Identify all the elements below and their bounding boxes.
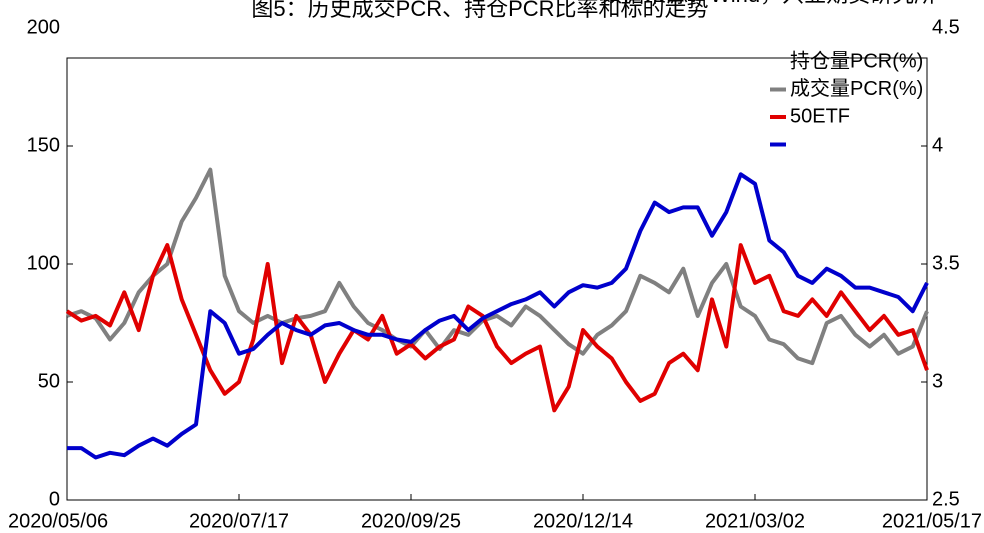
y2-tick-label: 2.5 (932, 488, 960, 510)
y2-tick-label: 3 (932, 370, 943, 392)
y-tick-label: 0 (49, 488, 60, 510)
legend-label: 50ETF (790, 105, 850, 127)
series-line (65, 243, 929, 413)
x-tick-label: 2020/05/06 (8, 510, 108, 532)
x-tick-label: 2021/03/02 (705, 510, 805, 532)
y-tick-label: 200 (27, 16, 60, 38)
y-tick-label: 50 (38, 370, 60, 392)
y2-tick-label: 3.5 (932, 252, 960, 274)
y2-tick-label: 4 (932, 134, 943, 156)
y-tick-label: 150 (27, 134, 60, 156)
x-tick-label: 2020/12/14 (533, 510, 633, 532)
series-line (67, 172, 929, 460)
legend-label: 成交量PCR(%) (790, 77, 923, 100)
x-tick-label: 2021/05/17 (882, 510, 982, 532)
y-tick-label: 100 (27, 252, 60, 274)
legend-label: 持仓量PCR(%) (790, 49, 923, 72)
y2-tick-label: 4.5 (932, 16, 960, 38)
source-note: 数据来源：Wind，兴业期货研究所 (600, 0, 936, 7)
plot-frame (66, 57, 928, 501)
chart-title: 图5：历史成交PCR、持仓PCR比率和标的走势 (251, 0, 708, 21)
series-line (66, 167, 929, 366)
x-tick-label: 2020/09/25 (361, 510, 461, 532)
x-tick-label: 2020/07/17 (189, 510, 289, 532)
